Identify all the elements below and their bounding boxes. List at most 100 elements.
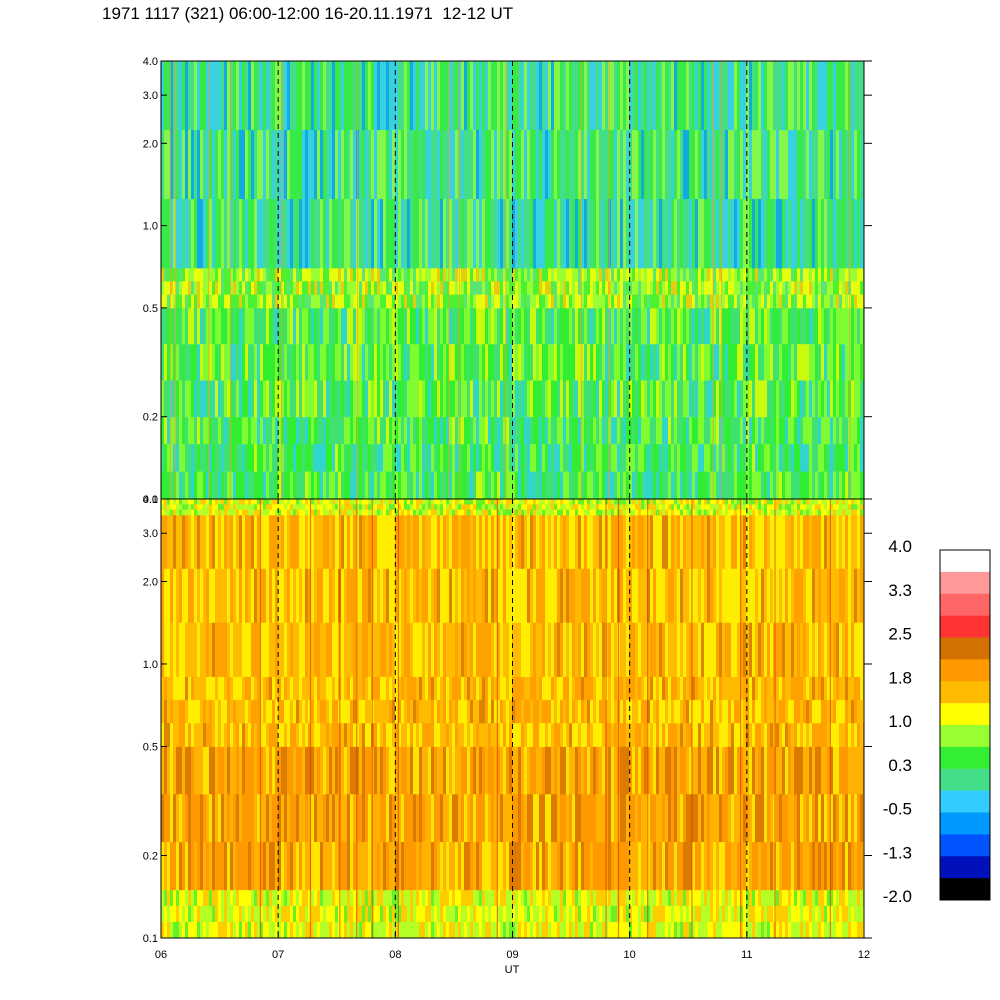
heatmap-cell [314, 471, 317, 499]
heatmap-cell [674, 129, 677, 200]
heatmap-cell [701, 471, 704, 499]
heatmap-cell [284, 921, 287, 938]
heatmap-cell [248, 294, 251, 309]
heatmap-cell [224, 267, 227, 282]
heatmap-cell [266, 294, 269, 309]
heatmap-cell [683, 307, 686, 345]
heatmap-cell [452, 267, 455, 282]
heatmap-cell [230, 889, 233, 907]
heatmap-cell [626, 198, 629, 269]
heatmap-cell [371, 61, 374, 131]
heatmap-cell [308, 281, 311, 296]
heatmap-cell [221, 794, 224, 843]
heatmap-cell [308, 471, 311, 499]
heatmap-cell [686, 294, 689, 309]
heatmap-cell [311, 129, 314, 200]
heatmap-cell [479, 416, 482, 445]
heatmap-cell [161, 514, 164, 570]
heatmap-cell [734, 307, 737, 345]
heatmap-cell [218, 380, 221, 418]
heatmap-cell [194, 746, 197, 795]
heatmap-cell [287, 723, 290, 747]
heatmap-cell [590, 746, 593, 795]
heatmap-cell [482, 746, 485, 795]
heatmap-cell [824, 723, 827, 747]
heatmap-cell [332, 905, 335, 923]
heatmap-cell [812, 61, 815, 131]
heatmap-cell [443, 416, 446, 445]
heatmap-cell [470, 61, 473, 131]
heatmap-cell [734, 676, 737, 701]
heatmap-cell [248, 416, 251, 445]
heatmap-cell [818, 471, 821, 499]
heatmap-cell [206, 198, 209, 269]
heatmap-cell [635, 198, 638, 269]
heatmap-cell [584, 129, 587, 200]
heatmap-cell [188, 444, 191, 473]
heatmap-cell [815, 921, 818, 938]
heatmap-cell [269, 380, 272, 418]
heatmap-cell [506, 841, 509, 891]
heatmap-cell [650, 444, 653, 473]
heatmap-cell [572, 905, 575, 923]
heatmap-cell [431, 444, 434, 473]
heatmap-cell [767, 380, 770, 418]
heatmap-cell [329, 444, 332, 473]
heatmap-cell [857, 380, 860, 418]
heatmap-cell [719, 281, 722, 296]
heatmap-cell [182, 129, 185, 200]
heatmap-cell [551, 267, 554, 282]
heatmap-cell [647, 699, 650, 724]
heatmap-cell [779, 129, 782, 200]
heatmap-cell [335, 723, 338, 747]
heatmap-cell [170, 514, 173, 570]
heatmap-cell [746, 889, 749, 907]
heatmap-cell [821, 416, 824, 445]
heatmap-cell [167, 129, 170, 200]
heatmap-cell [860, 471, 863, 499]
heatmap-cell [281, 889, 284, 907]
heatmap-cell [797, 281, 800, 296]
heatmap-cell [278, 794, 281, 843]
heatmap-cell [539, 889, 542, 907]
heatmap-cell [323, 307, 326, 345]
heatmap-cell [785, 294, 788, 309]
heatmap-cell [611, 416, 614, 445]
heatmap-cell [440, 129, 443, 200]
heatmap-cell [242, 129, 245, 200]
heatmap-cell [836, 699, 839, 724]
heatmap-cell [692, 746, 695, 795]
heatmap-cell [578, 281, 581, 296]
heatmap-cell [260, 841, 263, 891]
heatmap-cell [194, 416, 197, 445]
heatmap-cell [317, 307, 320, 345]
heatmap-cell [815, 471, 818, 499]
heatmap-cell [329, 129, 332, 200]
heatmap-cell [746, 198, 749, 269]
heatmap-cell [293, 444, 296, 473]
heatmap-cell [692, 416, 695, 445]
heatmap-cell [599, 444, 602, 473]
heatmap-cell [584, 281, 587, 296]
heatmap-cell [842, 841, 845, 891]
heatmap-cell [791, 746, 794, 795]
heatmap-cell [455, 699, 458, 724]
heatmap-cell [707, 699, 710, 724]
heatmap-cell [386, 889, 389, 907]
heatmap-cell [314, 841, 317, 891]
heatmap-cell [194, 444, 197, 473]
heatmap-cell [413, 676, 416, 701]
heatmap-cell [245, 61, 248, 131]
heatmap-cell [788, 905, 791, 923]
heatmap-cell [185, 444, 188, 473]
heatmap-cell [839, 444, 842, 473]
heatmap-cell [227, 198, 230, 269]
heatmap-cell [314, 746, 317, 795]
heatmap-cell [446, 307, 449, 345]
heatmap-cell [401, 921, 404, 938]
heatmap-cell [800, 905, 803, 923]
heatmap-cell [764, 61, 767, 131]
heatmap-cell [821, 281, 824, 296]
heatmap-cell [677, 841, 680, 891]
heatmap-cell [254, 129, 257, 200]
